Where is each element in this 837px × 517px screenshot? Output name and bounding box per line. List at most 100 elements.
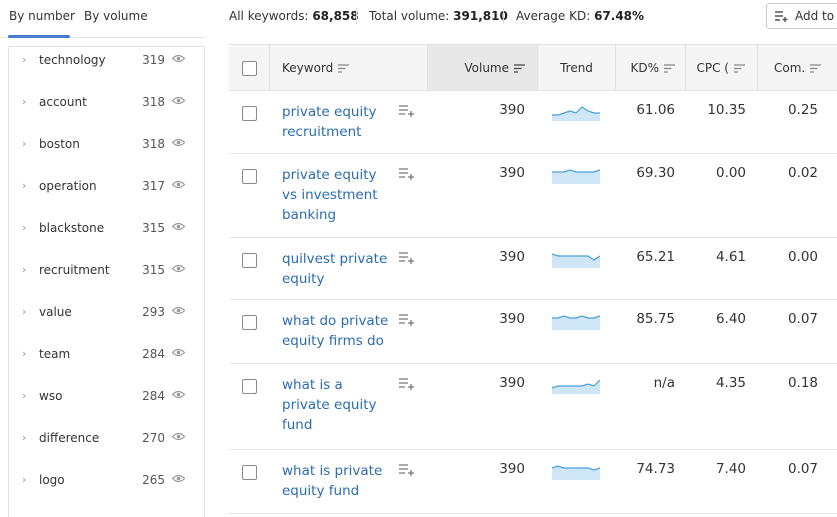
eye-icon[interactable] — [172, 54, 185, 63]
sidebar-group-item[interactable]: › boston 318 — [9, 131, 204, 173]
chevron-right-icon[interactable]: › — [22, 221, 27, 234]
volume-value: 390 — [499, 165, 525, 181]
summary-divider — [356, 8, 357, 24]
eye-icon[interactable] — [172, 474, 185, 483]
eye-icon[interactable] — [172, 348, 185, 357]
add-to-list-icon[interactable] — [399, 464, 415, 476]
trend-line — [552, 169, 600, 173]
row-checkbox[interactable] — [242, 106, 257, 121]
sort-desc-icon — [514, 63, 525, 73]
all-keywords-summary: All keywords: 68,858 — [229, 9, 359, 23]
column-kd[interactable]: KD% — [616, 45, 686, 91]
sidebar-group-item[interactable]: › operation 317 — [9, 173, 204, 215]
eye-icon[interactable] — [172, 180, 185, 189]
trend-line — [552, 379, 600, 389]
kd-value: 65.21 — [636, 249, 675, 265]
row-checkbox[interactable] — [242, 465, 257, 480]
keyword-link[interactable]: what do private equity firms do — [282, 313, 389, 349]
trend-line — [552, 106, 600, 116]
all-keywords-value: 68,858 — [312, 9, 359, 23]
add-to-list-icon[interactable] — [399, 168, 415, 180]
column-keyword[interactable]: Keyword — [270, 45, 428, 91]
group-label: boston — [39, 137, 80, 151]
row-checkbox[interactable] — [242, 253, 257, 268]
eye-icon[interactable] — [172, 222, 185, 231]
sidebar-group-item[interactable]: › difference 270 — [9, 425, 204, 467]
chevron-right-icon[interactable]: › — [22, 179, 27, 192]
chevron-right-icon[interactable]: › — [22, 137, 27, 150]
sidebar-group-item[interactable]: › team 284 — [9, 341, 204, 383]
trend-area — [552, 107, 600, 121]
keyword-link[interactable]: what is private equity fund — [282, 463, 383, 499]
total-volume-summary: Total volume: 391,810 — [369, 9, 508, 23]
volume-value: 390 — [499, 461, 525, 477]
column-volume[interactable]: Volume — [428, 45, 538, 91]
group-count: 317 — [142, 179, 165, 193]
add-to-list-icon[interactable] — [399, 378, 415, 390]
chevron-right-icon[interactable]: › — [22, 473, 27, 486]
sidebar-group-item[interactable]: › account 318 — [9, 89, 204, 131]
eye-icon[interactable] — [172, 264, 185, 273]
trend-area — [552, 170, 600, 184]
average-kd-label: Average KD: — [516, 9, 591, 23]
sidebar-group-item[interactable]: › blackstone 315 — [9, 215, 204, 257]
column-cpc[interactable]: CPC ( — [686, 45, 758, 91]
table-row: what is a private equity fund 390 n/a 4.35 0… — [229, 364, 837, 450]
chevron-right-icon[interactable]: › — [22, 305, 27, 318]
row-checkbox[interactable] — [242, 169, 257, 184]
cpc-value: 4.35 — [715, 375, 746, 391]
add-to-list-icon[interactable] — [399, 314, 415, 326]
group-count: 293 — [142, 305, 165, 319]
keyword-link[interactable]: private equity recruitment — [282, 104, 377, 140]
row-checkbox[interactable] — [242, 315, 257, 330]
trend-area — [552, 316, 600, 330]
table-row: what do private equity firms do 390 85.75 6… — [229, 300, 837, 364]
trend-sparkline — [552, 106, 600, 121]
trend-sparkline — [552, 169, 600, 184]
chevron-right-icon[interactable]: › — [22, 95, 27, 108]
active-tab-indicator — [8, 35, 70, 38]
add-to-list-icon[interactable] — [399, 252, 415, 264]
keyword-groups-sidebar: › technology 319 › account 318 › boston 318 › oper… — [8, 46, 205, 517]
competition-value: 0.07 — [787, 461, 818, 477]
eye-icon[interactable] — [172, 432, 185, 441]
sidebar-group-item[interactable]: › wso 284 — [9, 383, 204, 425]
chevron-right-icon[interactable]: › — [22, 389, 27, 402]
group-count: 270 — [142, 431, 165, 445]
column-kd-label: KD% — [630, 61, 659, 75]
tab-by-volume[interactable]: By volume — [84, 9, 148, 23]
eye-icon[interactable] — [172, 306, 185, 315]
group-count: 318 — [142, 137, 165, 151]
cpc-value: 4.61 — [715, 249, 746, 265]
all-keywords-label: All keywords: — [229, 9, 309, 23]
trend-line — [552, 465, 600, 471]
keyword-link[interactable]: private equity vs investment banking — [282, 167, 378, 223]
trend-sparkline — [552, 315, 600, 330]
eye-icon[interactable] — [172, 96, 185, 105]
sidebar-group-item[interactable]: › value 293 — [9, 299, 204, 341]
select-all-checkbox[interactable] — [241, 60, 257, 76]
group-label: operation — [39, 179, 97, 193]
table-row: what is private equity fund 390 74.73 7.40 0… — [229, 450, 837, 514]
column-com[interactable]: Com. — [758, 45, 837, 91]
kd-value: 74.73 — [636, 461, 675, 477]
chevron-right-icon[interactable]: › — [22, 53, 27, 66]
eye-icon[interactable] — [172, 390, 185, 399]
row-checkbox[interactable] — [242, 379, 257, 394]
tab-by-number[interactable]: By number — [9, 9, 75, 23]
sidebar-group-item[interactable]: › technology 319 — [9, 47, 204, 89]
trend-sparkline — [552, 379, 600, 394]
sidebar-group-item[interactable]: › recruitment 315 — [9, 257, 204, 299]
trend-area — [552, 380, 600, 394]
add-to-keyword-list-button[interactable]: Add to k — [766, 3, 837, 29]
table-row: quilvest private equity 390 65.21 4.61 0.00 — [229, 238, 837, 300]
keyword-link[interactable]: what is a private equity fund — [282, 377, 377, 433]
eye-icon[interactable] — [172, 138, 185, 147]
chevron-right-icon[interactable]: › — [22, 431, 27, 444]
sidebar-group-item[interactable]: › logo 265 — [9, 467, 204, 509]
chevron-right-icon[interactable]: › — [22, 347, 27, 360]
chevron-right-icon[interactable]: › — [22, 263, 27, 276]
trend-area — [552, 254, 600, 268]
add-to-list-icon[interactable] — [399, 105, 415, 117]
keyword-link[interactable]: quilvest private equity — [282, 251, 388, 287]
